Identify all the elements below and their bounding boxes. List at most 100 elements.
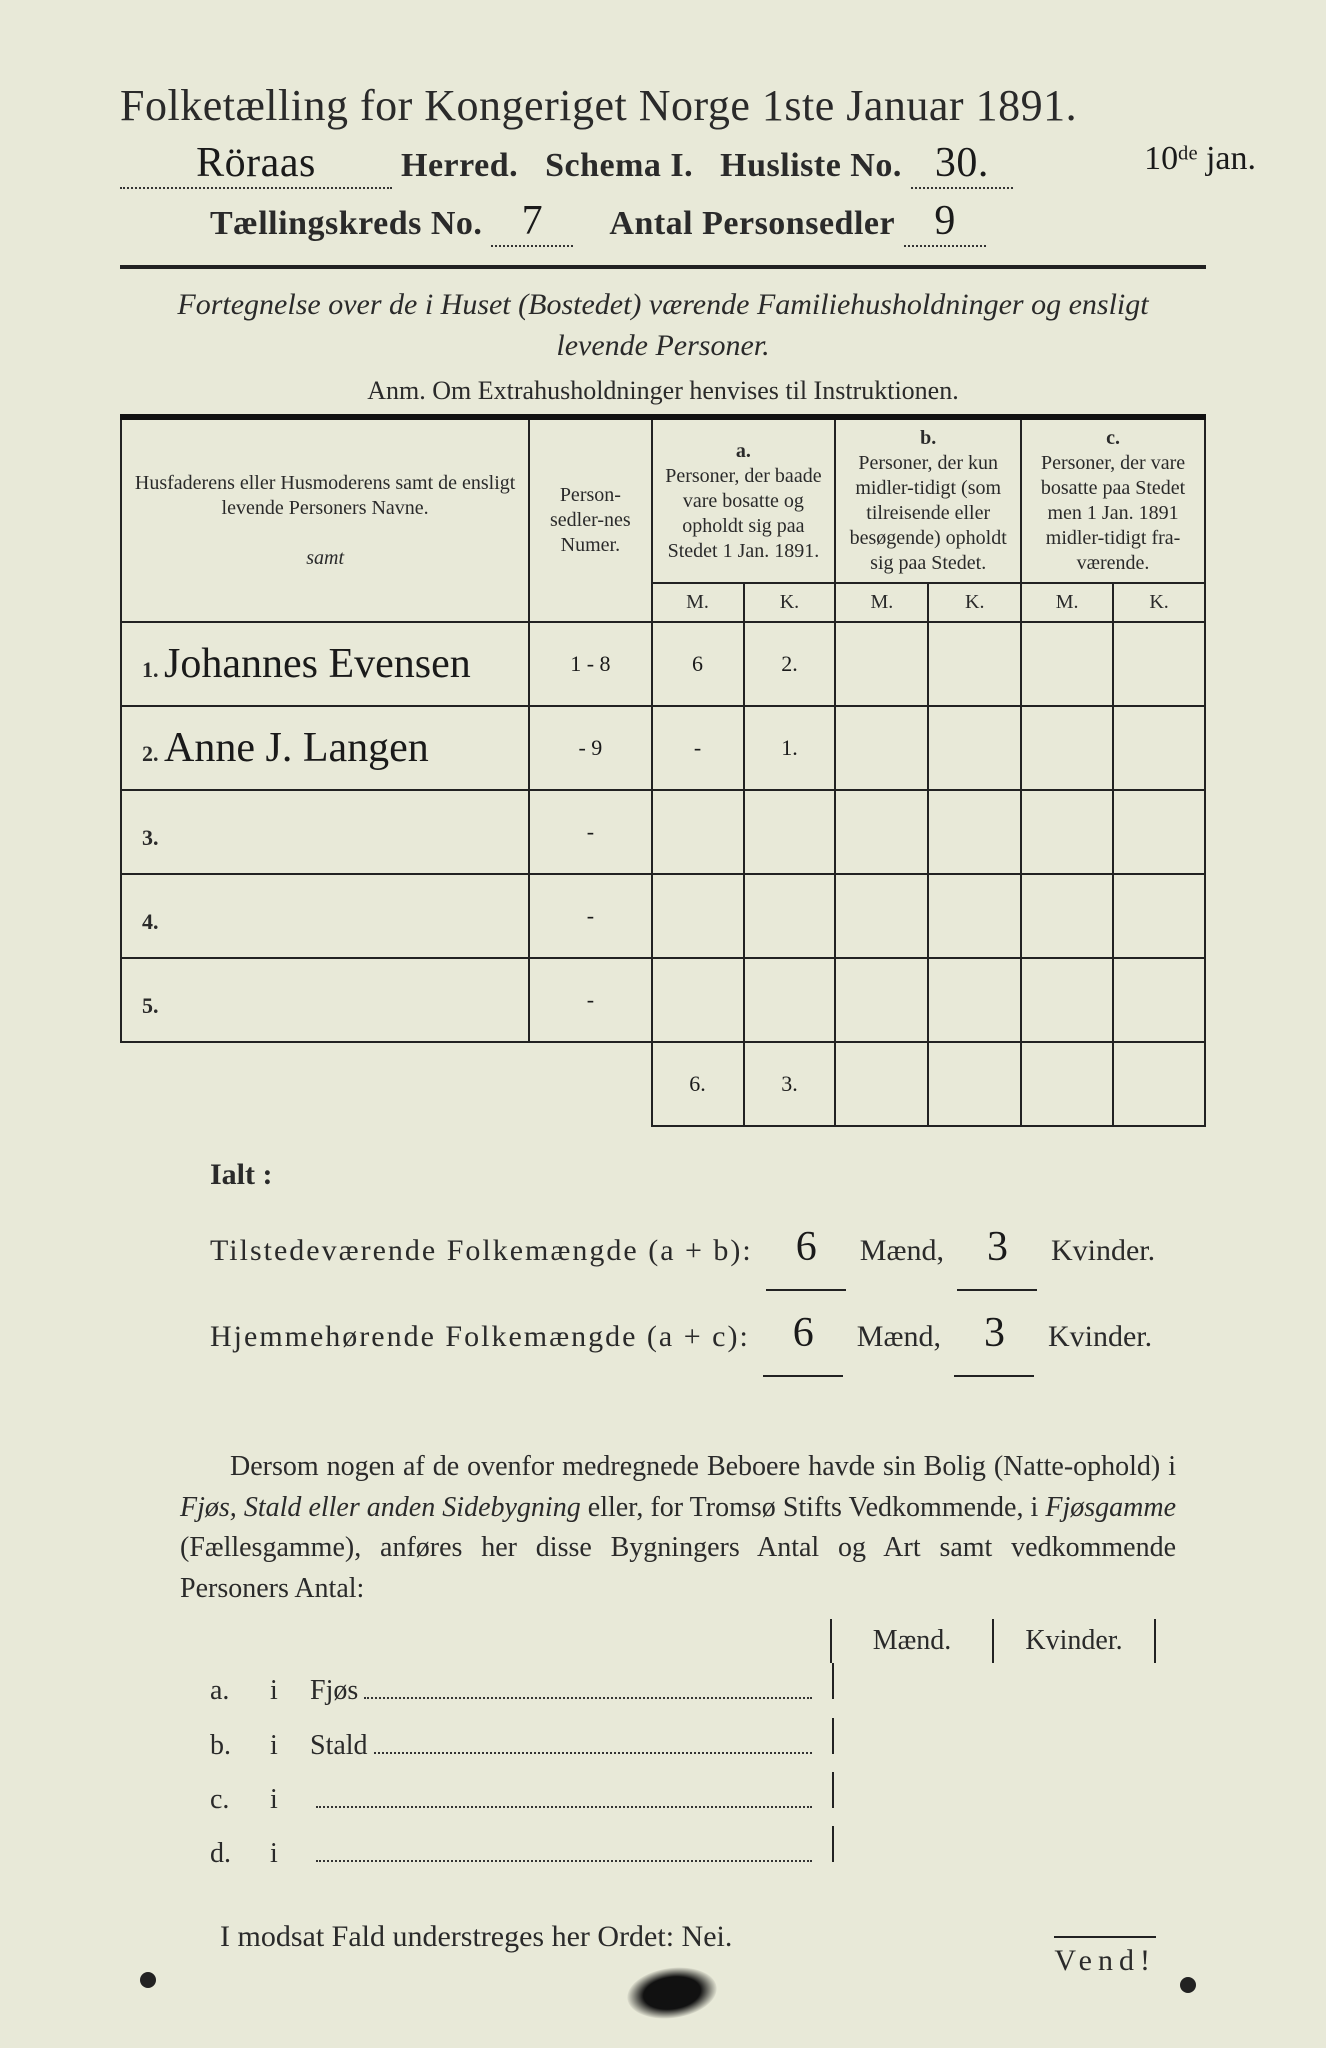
row-aK[interactable] [744,790,836,874]
row-aM[interactable]: - [652,706,744,790]
row-name-cell[interactable]: 5. [121,958,529,1042]
husliste-no-field[interactable]: 30. [911,139,1013,189]
header-line-2: Röraas Herred. Schema I. Husliste No. 30… [60,139,1266,189]
building-row: d.i [210,1826,1156,1880]
row-bK[interactable] [928,790,1021,874]
row-cK[interactable] [1113,622,1205,706]
tilstede-m[interactable]: 6 [766,1205,846,1291]
hjemme-m[interactable]: 6 [763,1291,843,1377]
abcd-mk-cols[interactable] [832,1826,1156,1862]
row-cK[interactable] [1113,874,1205,958]
row-num[interactable]: - 9 [529,706,651,790]
row-cM[interactable] [1021,706,1113,790]
table-row: 3. - [121,790,1205,874]
ink-stain [624,1962,720,2024]
husliste-label: Husliste No. [720,147,902,184]
col-header-name: Husfaderens eller Husmoderens samt de en… [121,417,529,622]
hjemme-label: Hjemmehørende Folkemængde (a + c): [210,1320,750,1353]
a-k: K. [744,583,836,622]
row-num[interactable]: - [529,958,651,1042]
building-row: b.iStald [210,1718,1156,1772]
hjemme-k[interactable]: 3 [954,1291,1034,1377]
kvinder-head: Kvinder. [992,1619,1156,1663]
row-cK[interactable] [1113,706,1205,790]
row-cK[interactable] [1113,958,1205,1042]
table-row: 4. - [121,874,1205,958]
subheading: Fortegnelse over de i Huset (Bostedet) v… [60,279,1266,372]
row-aM[interactable] [652,958,744,1042]
para-c: (Fællesgamme), anføres her disse Bygning… [180,1532,1176,1604]
dotted-fill[interactable] [316,1838,812,1862]
para-it2: Fjøsgamme [1045,1492,1176,1523]
row-bM[interactable] [835,874,928,958]
row-num[interactable]: 1 - 8 [529,622,651,706]
mk-column-header: Mænd.Kvinder. [60,1619,1156,1663]
col-c: c. Personer, der vare bosatte paa Stedet… [1021,417,1205,583]
row-bM[interactable] [835,622,928,706]
row-cM[interactable] [1021,622,1113,706]
row-aK[interactable] [744,874,836,958]
maend-label-2: Mænd, [857,1320,941,1353]
para-a: Dersom nogen af de ovenfor medregnede Be… [230,1451,1176,1482]
tilstede-k[interactable]: 3 [957,1205,1037,1291]
total-aK: 3. [744,1042,836,1126]
speck-2 [1180,1977,1196,1993]
dotted-fill[interactable] [316,1783,812,1807]
abcd-mk-cols[interactable] [832,1663,1156,1699]
row-bM[interactable] [835,958,928,1042]
row-cM[interactable] [1021,874,1113,958]
row-cM[interactable] [1021,958,1113,1042]
title-text: Folketælling for Kongeriget Norge 1ste J… [120,81,964,130]
row-cK[interactable] [1113,790,1205,874]
col-b: b. Personer, der kun midler-tidigt (som … [835,417,1021,583]
row-aK[interactable]: 1. [744,706,836,790]
abcd-label: d. [210,1827,270,1880]
row-bM[interactable] [835,706,928,790]
table-row: 2. Anne J. Langen- 9-1. [121,706,1205,790]
kreds-no-field[interactable]: 7 [491,197,573,247]
column-totals: 6. 3. [121,1042,1205,1126]
kreds-label: Tællingskreds No. [210,205,482,242]
table-row: 1. Johannes Evensen1 - 862. [121,622,1205,706]
abcd-mk-cols[interactable] [832,1718,1156,1754]
row-name-cell[interactable]: 1. Johannes Evensen [121,622,529,706]
row-bK[interactable] [928,622,1021,706]
abcd-mk-cols[interactable] [832,1772,1156,1808]
abcd-text: Fjøs [310,1664,364,1717]
row-bM[interactable] [835,790,928,874]
row-name-cell[interactable]: 2. Anne J. Langen [121,706,529,790]
herred-field[interactable]: Röraas [120,139,392,189]
a-m: M. [652,583,744,622]
table-row: 5. - [121,958,1205,1042]
row-cM[interactable] [1021,790,1113,874]
building-row: a.iFjøs [210,1663,1156,1717]
building-row: c.i [210,1772,1156,1826]
abcd-label: a. [210,1664,270,1717]
b-text: Personer, der kun midler-tidigt (som til… [850,452,1007,574]
row-bK[interactable] [928,958,1021,1042]
row-name-cell[interactable]: 3. [121,790,529,874]
para-b: eller, for Tromsø Stifts Vedkommende, i [581,1492,1046,1523]
maend-head: Mænd. [830,1619,992,1663]
maend-label-1: Mænd, [860,1234,944,1267]
row-name-cell[interactable]: 4. [121,874,529,958]
row-aK[interactable]: 2. [744,622,836,706]
row-aM[interactable] [652,874,744,958]
dotted-fill[interactable] [374,1729,812,1753]
row-aM[interactable] [652,790,744,874]
building-list: a.iFjøsb.iStaldc.id.i [210,1663,1156,1880]
row-num[interactable]: - [529,790,651,874]
antal-field[interactable]: 9 [904,197,986,247]
tilstede-label: Tilstedeværende Folkemængde (a + b): [210,1234,753,1267]
header-line-3: Tællingskreds No. 7 Antal Personsedler 9 [60,197,1266,247]
row-aK[interactable] [744,958,836,1042]
dotted-fill[interactable] [364,1675,812,1699]
instructions-paragraph: Dersom nogen af de ovenfor medregnede Be… [180,1447,1176,1609]
row-aM[interactable]: 6 [652,622,744,706]
row-num[interactable]: - [529,874,651,958]
kvinder-label-2: Kvinder. [1048,1320,1152,1353]
col-header-num: Person-sedler-nes Numer. [529,417,651,622]
row-bK[interactable] [928,706,1021,790]
abcd-label: c. [210,1773,270,1826]
row-bK[interactable] [928,874,1021,958]
